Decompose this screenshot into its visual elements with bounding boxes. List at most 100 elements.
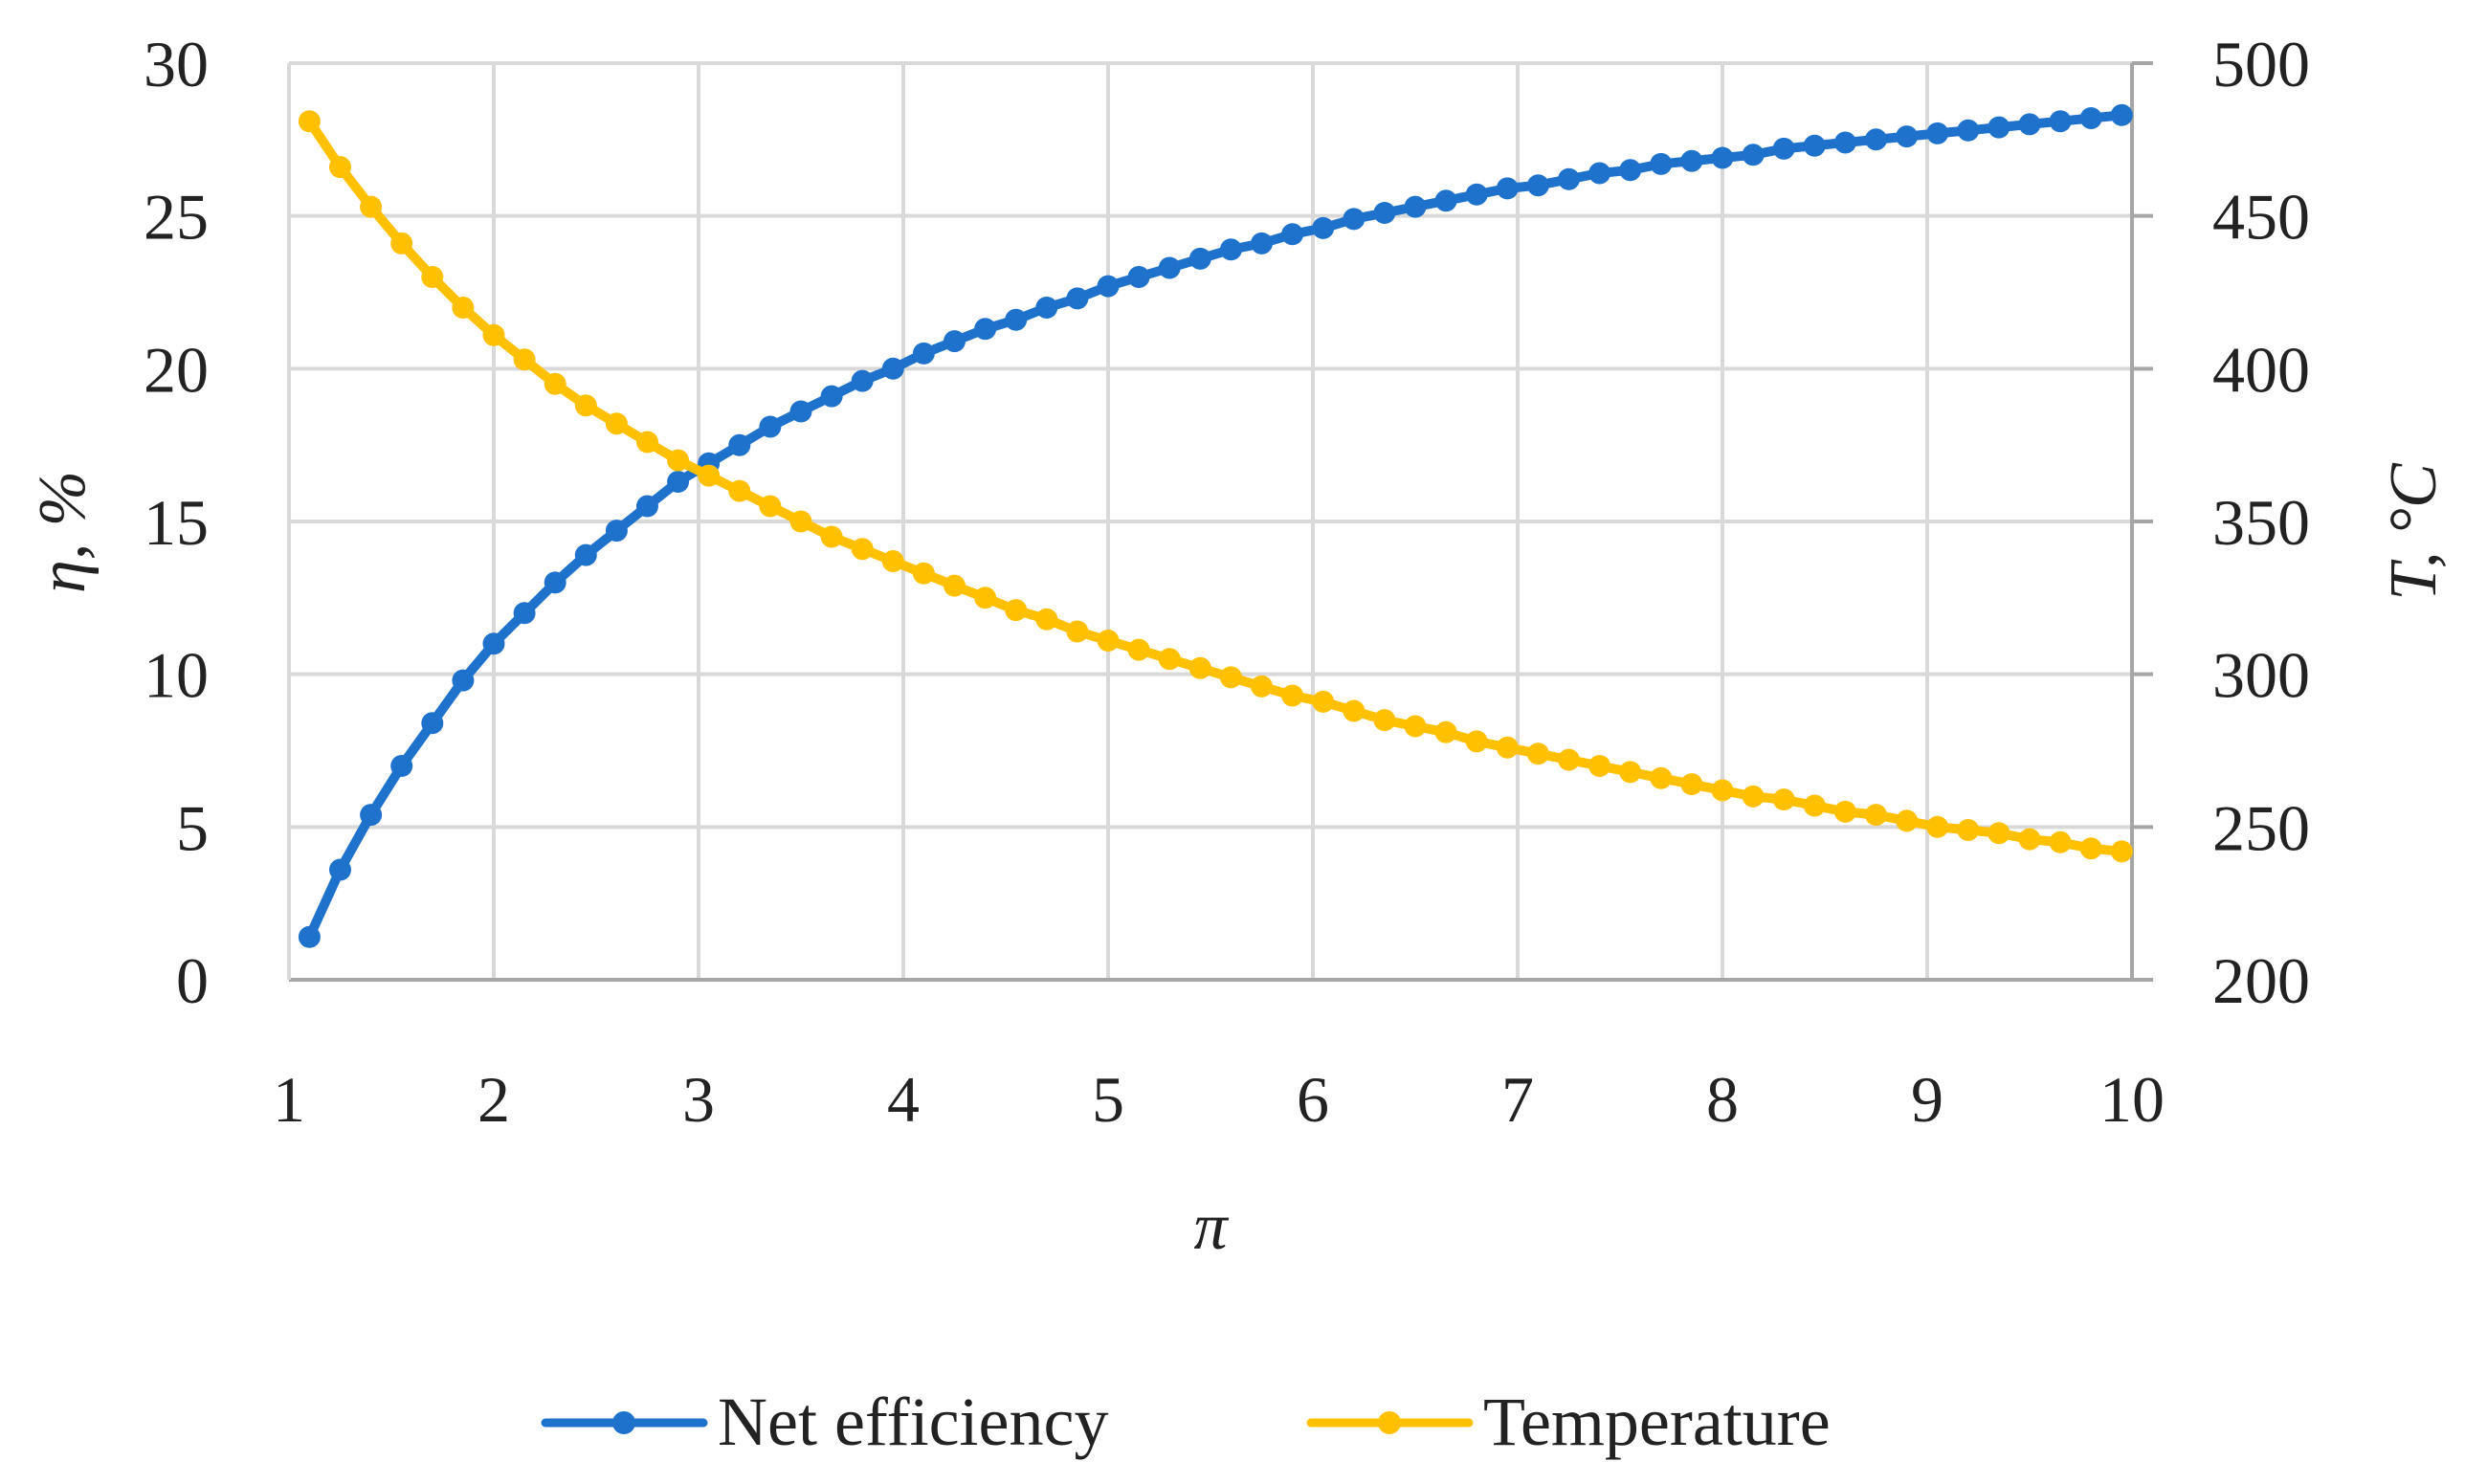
data-point-net-efficiency xyxy=(482,632,505,655)
y2-tick-label: 300 xyxy=(2212,639,2310,712)
x-axis-title: π xyxy=(1193,1190,1229,1264)
data-point-net-efficiency xyxy=(636,495,658,518)
x-tick-label: 5 xyxy=(1092,1063,1124,1136)
data-point-temperature xyxy=(421,266,444,288)
data-point-net-efficiency xyxy=(851,369,874,392)
data-point-temperature xyxy=(2110,840,2133,863)
y-tick-label: 20 xyxy=(144,333,209,406)
x-tick-label: 9 xyxy=(1911,1063,1943,1136)
data-point-temperature xyxy=(390,232,413,255)
data-point-temperature xyxy=(1281,684,1304,707)
x-tick-label: 4 xyxy=(887,1063,920,1136)
data-point-net-efficiency xyxy=(1496,177,1519,200)
data-point-temperature xyxy=(1833,800,1856,823)
data-point-temperature xyxy=(1434,720,1457,743)
data-point-temperature xyxy=(1988,822,2010,845)
y2-tick-label: 400 xyxy=(2212,333,2310,406)
data-point-net-efficiency xyxy=(1588,162,1611,185)
data-point-temperature xyxy=(698,464,721,487)
data-point-net-efficiency xyxy=(1404,195,1427,218)
data-point-net-efficiency xyxy=(2110,103,2133,126)
x-tick-label: 6 xyxy=(1297,1063,1329,1136)
data-point-temperature xyxy=(2079,837,2102,860)
y2-tick-label: 250 xyxy=(2212,791,2310,864)
legend-label-temperature: Temperature xyxy=(1483,1384,1831,1460)
legend-label-net-efficiency: Net efficiency xyxy=(718,1384,1108,1460)
data-point-net-efficiency xyxy=(881,357,904,380)
data-point-temperature xyxy=(1496,736,1519,759)
data-point-net-efficiency xyxy=(1251,232,1273,255)
legend: Net efficiency Temperature xyxy=(541,1384,1831,1460)
data-point-temperature xyxy=(1896,809,1919,832)
data-point-net-efficiency xyxy=(1772,137,1795,160)
data-point-net-efficiency xyxy=(728,433,751,456)
data-point-net-efficiency xyxy=(1005,308,1028,331)
y2-tick-label: 200 xyxy=(2212,944,2310,1017)
data-point-net-efficiency xyxy=(1558,167,1580,190)
data-point-net-efficiency xyxy=(789,400,812,423)
data-point-temperature xyxy=(1404,715,1427,738)
data-point-net-efficiency xyxy=(1035,297,1058,319)
data-point-temperature xyxy=(2018,828,2041,851)
y2-tick-label: 350 xyxy=(2212,486,2310,559)
data-point-net-efficiency xyxy=(1926,122,1949,144)
data-point-temperature xyxy=(1957,819,1980,841)
x-tick-label: 8 xyxy=(1706,1063,1739,1136)
data-point-temperature xyxy=(1066,620,1089,643)
data-point-net-efficiency xyxy=(1957,119,1980,142)
data-point-temperature xyxy=(2049,831,2072,853)
data-point-net-efficiency xyxy=(944,330,966,353)
data-point-temperature xyxy=(789,510,812,533)
data-point-net-efficiency xyxy=(544,571,566,594)
y2-tick-label: 450 xyxy=(2212,181,2310,254)
data-point-net-efficiency xyxy=(2018,113,2041,136)
data-point-net-efficiency xyxy=(759,415,782,438)
data-point-temperature xyxy=(759,495,782,518)
data-point-net-efficiency xyxy=(1619,159,1642,182)
legend-marker-temperature xyxy=(1378,1411,1401,1434)
axes xyxy=(287,61,2153,982)
data-point-net-efficiency xyxy=(820,385,843,408)
data-point-temperature xyxy=(851,538,874,561)
data-point-temperature xyxy=(1772,788,1795,811)
data-point-temperature xyxy=(944,574,966,597)
data-point-temperature xyxy=(1711,779,1734,802)
data-point-temperature xyxy=(1650,766,1673,789)
data-point-temperature xyxy=(1343,699,1366,722)
data-point-temperature xyxy=(1219,666,1242,689)
data-point-net-efficiency xyxy=(360,804,383,827)
x-tick-label: 1 xyxy=(273,1063,305,1136)
data-point-net-efficiency xyxy=(1434,189,1457,212)
x-tick-label: 2 xyxy=(477,1063,510,1136)
data-point-temperature xyxy=(667,449,690,472)
data-point-net-efficiency xyxy=(1281,223,1304,246)
data-point-temperature xyxy=(1465,730,1488,753)
y-axis-title: η, % xyxy=(26,471,100,593)
data-point-temperature xyxy=(452,297,475,319)
data-point-temperature xyxy=(1035,608,1058,631)
y-tick-label: 5 xyxy=(176,791,209,864)
data-point-temperature xyxy=(728,479,751,502)
data-point-temperature xyxy=(1373,709,1396,732)
data-point-temperature xyxy=(636,431,658,454)
tick-labels: 1 2 3 4 5 6 7 8 9 10 0 5 10 15 20 25 30 200 250 300 350 400 45… xyxy=(144,28,2310,1136)
data-point-temperature xyxy=(1926,815,1949,838)
data-point-net-efficiency xyxy=(1680,149,1703,172)
data-point-net-efficiency xyxy=(1988,116,2010,139)
x-tick-label: 10 xyxy=(2099,1063,2165,1136)
data-point-temperature xyxy=(1803,794,1826,817)
data-point-net-efficiency xyxy=(1097,275,1120,298)
plot-series xyxy=(298,103,2133,948)
y2-axis-title: T, °C xyxy=(2377,462,2451,601)
y2-tick-label: 500 xyxy=(2212,28,2310,100)
series-line-temperature xyxy=(304,116,2127,856)
data-point-net-efficiency xyxy=(1526,174,1549,197)
data-point-temperature xyxy=(1619,761,1642,784)
data-point-net-efficiency xyxy=(1650,152,1673,175)
data-point-net-efficiency xyxy=(1219,238,1242,261)
data-point-net-efficiency xyxy=(1312,216,1335,239)
data-point-net-efficiency xyxy=(1711,146,1734,169)
data-point-temperature xyxy=(1158,648,1181,671)
data-point-temperature xyxy=(974,587,997,609)
